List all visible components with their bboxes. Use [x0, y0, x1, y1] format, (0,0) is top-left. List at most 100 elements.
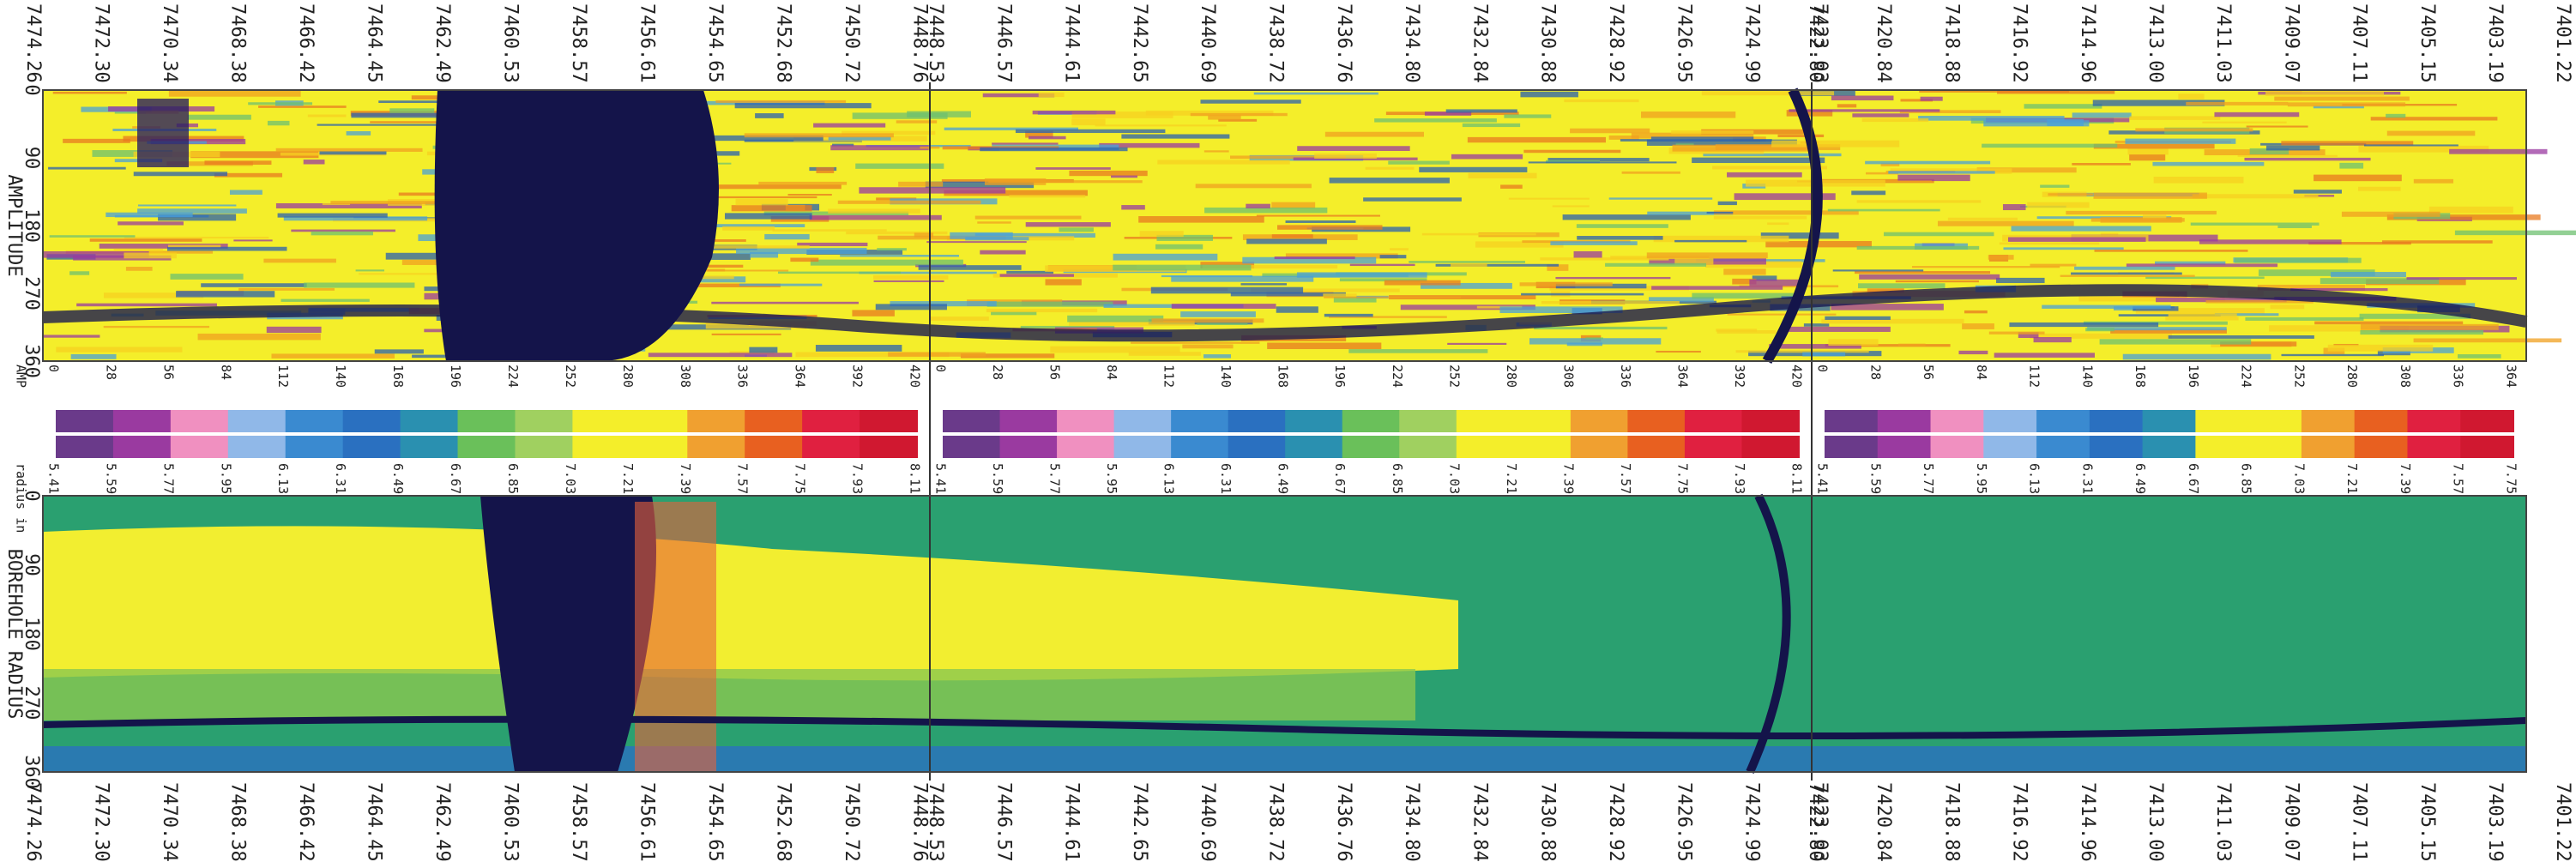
texture	[2060, 274, 2195, 277]
scale-label: 7.39	[2398, 463, 2413, 494]
texture	[2071, 272, 2182, 275]
scale-swatch	[1113, 436, 1173, 458]
scale-label: 56	[1047, 365, 1063, 380]
texture	[1006, 270, 1054, 275]
scale-label: 6.67	[448, 463, 463, 494]
depth-label-bottom: 7446.57	[992, 782, 1014, 862]
texture	[2360, 323, 2499, 330]
texture	[1329, 178, 1450, 184]
texture	[2074, 266, 2175, 270]
dark-band	[42, 715, 2527, 739]
texture	[2155, 261, 2226, 265]
texture	[1854, 271, 1991, 274]
texture	[1374, 118, 1497, 123]
texture	[918, 265, 1022, 270]
texture	[1976, 167, 2077, 173]
texture	[896, 120, 938, 124]
scale-swatch	[400, 410, 459, 432]
texture	[1528, 161, 1677, 164]
texture	[1988, 331, 2045, 335]
scale-label: 112	[2027, 365, 2042, 388]
texture	[1547, 158, 1650, 162]
texture	[875, 304, 947, 310]
texture	[1190, 112, 1288, 117]
texture	[2072, 162, 2131, 166]
texture	[49, 235, 136, 238]
texture	[930, 316, 989, 321]
texture	[1276, 225, 1383, 230]
scale-label: 7.57	[1618, 463, 1633, 494]
texture	[787, 194, 832, 196]
texture	[63, 138, 130, 143]
texture	[944, 190, 1088, 196]
texture	[1867, 288, 1904, 293]
texture	[2370, 117, 2498, 121]
texture	[125, 267, 153, 271]
depth-label-bottom: 7452.68	[773, 782, 794, 862]
texture	[187, 114, 251, 120]
texture	[1208, 115, 1241, 120]
depth-label-bottom: 7442.65	[1129, 782, 1150, 862]
depth-label-top: 7414.96	[2077, 3, 2098, 83]
depth-label-bottom: 7420.84	[1873, 782, 1894, 862]
radius-lightgreen	[43, 669, 1415, 720]
texture	[1749, 279, 1800, 286]
scale-label: 7.93	[1732, 463, 1747, 494]
depth-label-bottom: 7472.30	[91, 782, 112, 862]
texture	[2327, 344, 2434, 352]
texture	[106, 212, 193, 218]
scale-swatch	[2142, 436, 2197, 458]
texture	[1831, 95, 1894, 101]
texture	[1156, 234, 1213, 241]
texture	[1675, 143, 1694, 146]
texture	[1297, 146, 1410, 151]
texture	[852, 112, 948, 119]
texture	[1919, 90, 2069, 93]
depth-label-bottom: 7411.03	[2212, 782, 2234, 862]
depth-label-top: 7438.72	[1265, 3, 1287, 83]
texture	[258, 105, 347, 108]
depth-label-bottom: 7407.11	[2349, 782, 2370, 862]
texture	[1204, 150, 1229, 153]
texture	[755, 113, 784, 118]
texture	[2413, 178, 2454, 184]
texture	[2024, 104, 2102, 109]
texture	[2428, 206, 2513, 214]
depth-label-bottom: 7456.61	[636, 782, 658, 862]
depth-label-top: 7407.11	[2349, 3, 2370, 83]
texture	[2030, 333, 2172, 339]
texture	[319, 151, 387, 155]
texture	[1071, 118, 1106, 126]
texture	[291, 229, 395, 232]
texture	[1121, 134, 1230, 139]
depth-label-bottom: 7468.38	[227, 782, 249, 862]
texture	[1727, 313, 1837, 316]
texture	[1883, 232, 1994, 237]
texture	[1723, 268, 1766, 275]
texture	[1121, 205, 1145, 210]
texture	[1646, 252, 1768, 259]
scale-label: 0	[1815, 365, 1831, 372]
texture	[1324, 296, 1461, 298]
texture	[1570, 128, 1650, 134]
texture	[830, 145, 929, 151]
texture	[271, 353, 395, 359]
orange-patch	[635, 502, 716, 772]
scale-swatch	[860, 410, 918, 432]
texture	[1015, 129, 1166, 134]
texture	[1852, 113, 1909, 118]
texture	[960, 353, 1055, 359]
texture	[76, 303, 217, 307]
azimuth-tick: 270	[21, 686, 42, 720]
texture	[2072, 112, 2132, 118]
texture	[2457, 354, 2501, 359]
texture	[1365, 166, 1415, 170]
texture	[2265, 90, 2385, 96]
scale-swatch	[1825, 436, 1879, 458]
texture	[1195, 184, 1312, 189]
depth-label-bottom: 7436.76	[1333, 782, 1354, 862]
scale-swatch	[802, 410, 861, 432]
depth-label-top: 7420.84	[1873, 3, 1894, 83]
scale-label: 5.77	[1921, 463, 1936, 494]
texture	[1025, 130, 1053, 138]
